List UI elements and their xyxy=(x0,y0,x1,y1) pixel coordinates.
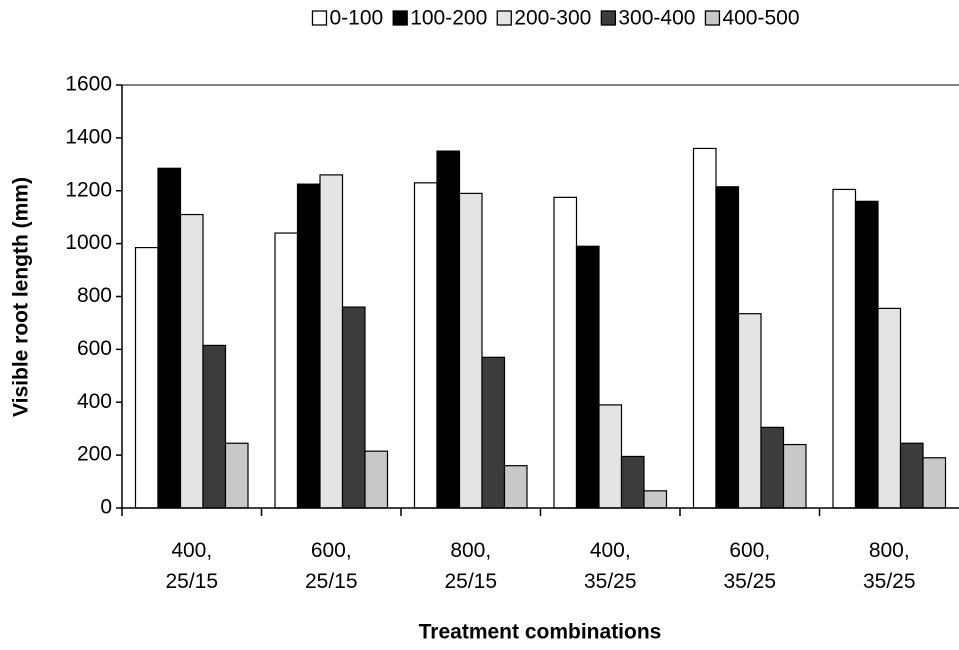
legend-swatch xyxy=(392,10,408,26)
x-tick-label: 400, 35/25 xyxy=(584,539,637,593)
bar xyxy=(413,182,438,509)
bar xyxy=(922,457,947,509)
bar xyxy=(877,307,902,509)
y-tick-label: 1200 xyxy=(65,178,112,201)
bar xyxy=(598,404,623,509)
y-tick-label: 200 xyxy=(77,443,112,466)
y-tick-label: 1000 xyxy=(65,231,112,254)
bar xyxy=(481,356,506,509)
y-axis-label: Visible root length (mm) xyxy=(10,177,33,417)
x-axis-label: Treatment combinations xyxy=(419,621,662,644)
bar xyxy=(436,150,461,509)
bar xyxy=(760,426,785,509)
bar xyxy=(575,245,600,509)
legend-swatch xyxy=(600,10,617,26)
bar xyxy=(157,167,182,509)
x-tick-label: 800, 35/25 xyxy=(863,539,916,593)
bar xyxy=(737,313,762,509)
legend-label: 0-100 xyxy=(329,7,383,30)
bar xyxy=(643,490,668,509)
bar xyxy=(296,183,321,509)
legend-label: 300-400 xyxy=(618,7,695,30)
bar xyxy=(715,186,740,509)
y-tick-label: 1400 xyxy=(65,125,112,148)
legend-label: 100-200 xyxy=(410,7,487,30)
bar xyxy=(854,200,879,509)
bar xyxy=(341,306,366,509)
y-tick-label: 800 xyxy=(77,284,112,307)
legend-swatch xyxy=(704,10,721,26)
legend-label: 200-300 xyxy=(514,7,591,30)
legend-swatch xyxy=(311,10,328,26)
y-tick-label: 1600 xyxy=(65,73,112,96)
y-tick-label: 400 xyxy=(77,390,112,413)
legend-label: 400-500 xyxy=(722,7,799,30)
bar xyxy=(832,188,857,509)
x-tick-label: 600, 35/25 xyxy=(723,539,776,593)
bar xyxy=(899,442,924,509)
bar xyxy=(364,450,389,509)
bar xyxy=(692,147,717,509)
x-tick-label: 800, 25/15 xyxy=(444,539,497,593)
bar xyxy=(620,455,645,509)
y-tick-label: 600 xyxy=(77,337,112,360)
bar xyxy=(274,232,299,509)
bar xyxy=(224,442,249,509)
bar xyxy=(134,246,159,509)
bar xyxy=(553,196,578,509)
y-tick-label: 0 xyxy=(100,496,112,519)
bar xyxy=(782,443,807,509)
bar xyxy=(179,213,204,509)
bar xyxy=(202,344,227,509)
bar xyxy=(458,192,483,509)
legend-swatch xyxy=(496,10,512,26)
bar xyxy=(319,174,344,509)
bar xyxy=(503,465,528,509)
legend: 0-100 100-200 200-300 300-400 400-500 xyxy=(311,7,800,30)
x-tick-label: 400, 25/15 xyxy=(165,539,218,593)
x-tick-label: 600, 25/15 xyxy=(305,539,358,593)
